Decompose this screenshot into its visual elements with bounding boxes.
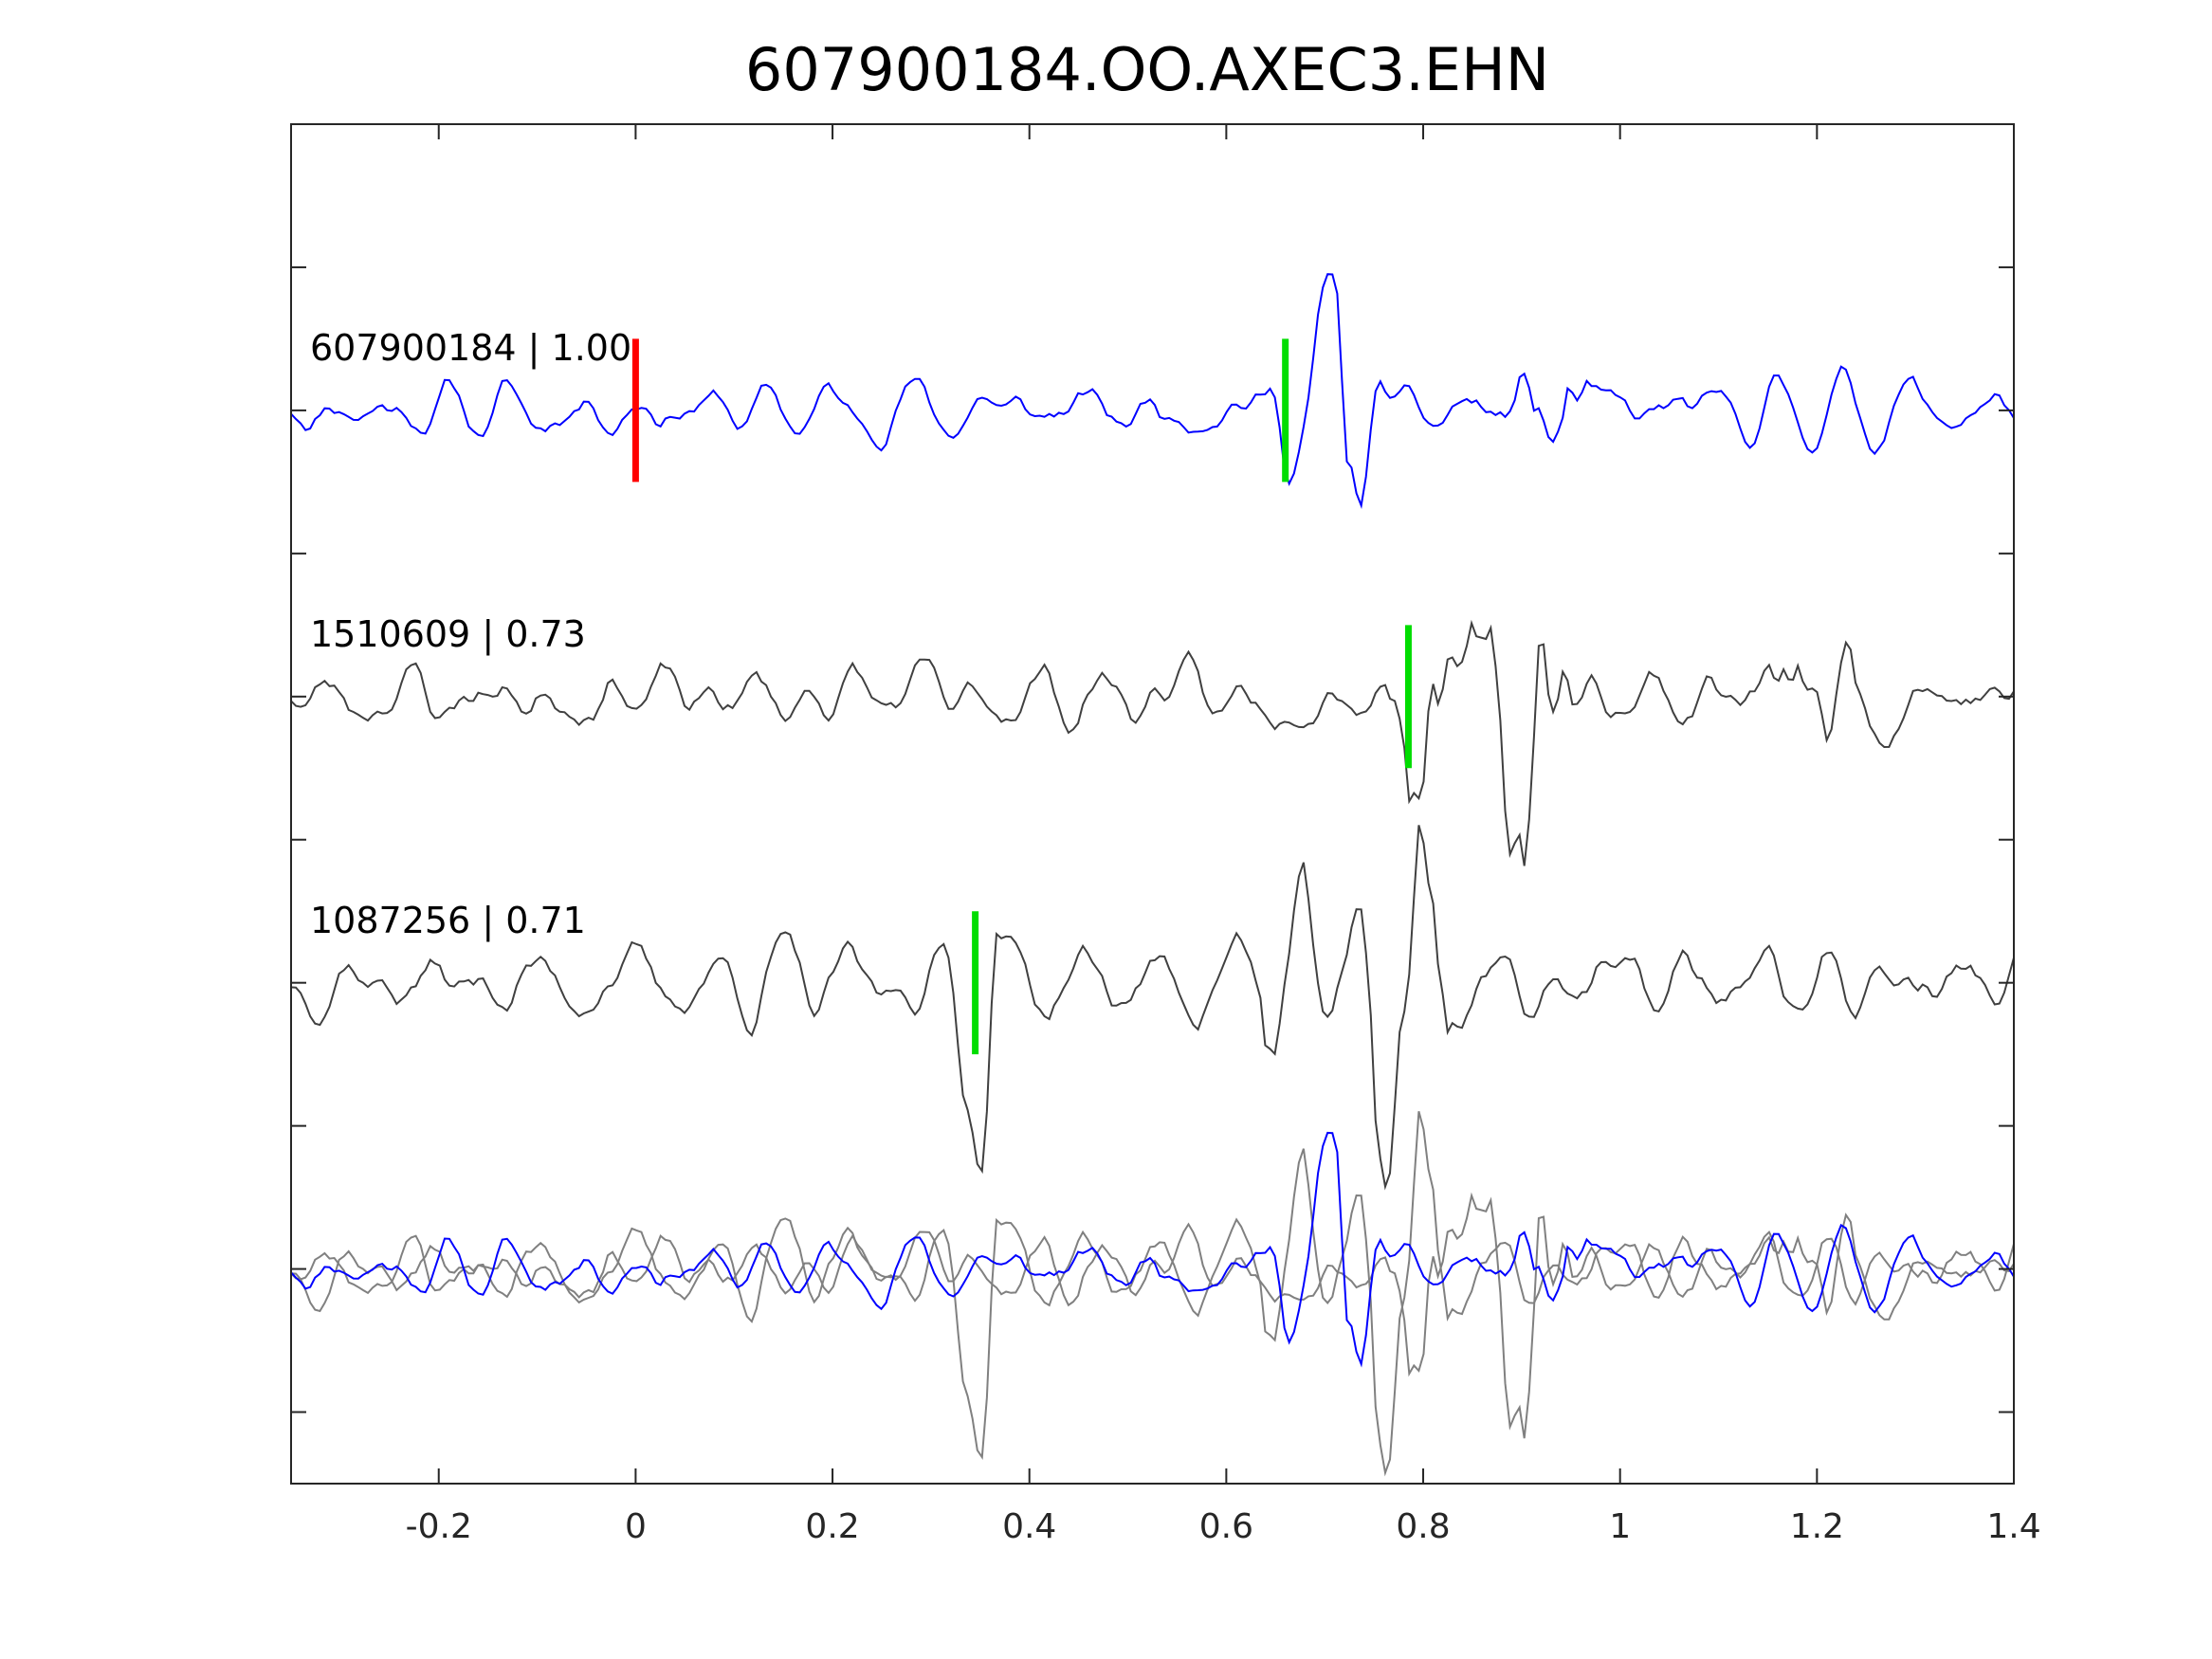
x-tick-label: 0 xyxy=(625,1507,647,1546)
x-tick-label: 1.2 xyxy=(1790,1507,1844,1546)
x-tick-label: 0.8 xyxy=(1396,1507,1450,1546)
x-tick-label: 1.4 xyxy=(1986,1507,2040,1546)
traces-layer xyxy=(290,273,2015,1477)
overlay-trace-1510609 xyxy=(290,1192,2015,1439)
chart-title: 607900184.OO.AXEC3.EHN xyxy=(745,35,1549,104)
overlay-trace-607900184 xyxy=(290,1131,2015,1368)
overlay-trace-1087256 xyxy=(290,1111,2015,1477)
x-tick-label: 1 xyxy=(1609,1507,1631,1546)
plot-area-frame xyxy=(290,123,2015,1485)
trace-label-1510609: 1510609 | 0.73 xyxy=(310,613,586,656)
trace-label-607900184: 607900184 | 1.00 xyxy=(310,327,631,370)
x-tick-label: 0.6 xyxy=(1199,1507,1253,1546)
trace-607900184 xyxy=(290,273,2015,509)
trace-labels: 607900184 | 1.00 1510609 | 0.73 1087256 | … xyxy=(310,327,631,942)
x-tick-label: -0.2 xyxy=(406,1507,472,1546)
picks-layer xyxy=(631,338,1412,1055)
x-tick-label: 0.2 xyxy=(805,1507,859,1546)
axis-ticks: -0.2 0 0.2 0.4 0.6 0.8 1 1.2 1.4 xyxy=(291,124,2041,1546)
trace-1510609 xyxy=(290,619,2015,866)
trace-1087256 xyxy=(290,825,2015,1191)
trace-label-1087256: 1087256 | 0.71 xyxy=(310,900,586,942)
x-tick-label: 0.4 xyxy=(1002,1507,1056,1546)
